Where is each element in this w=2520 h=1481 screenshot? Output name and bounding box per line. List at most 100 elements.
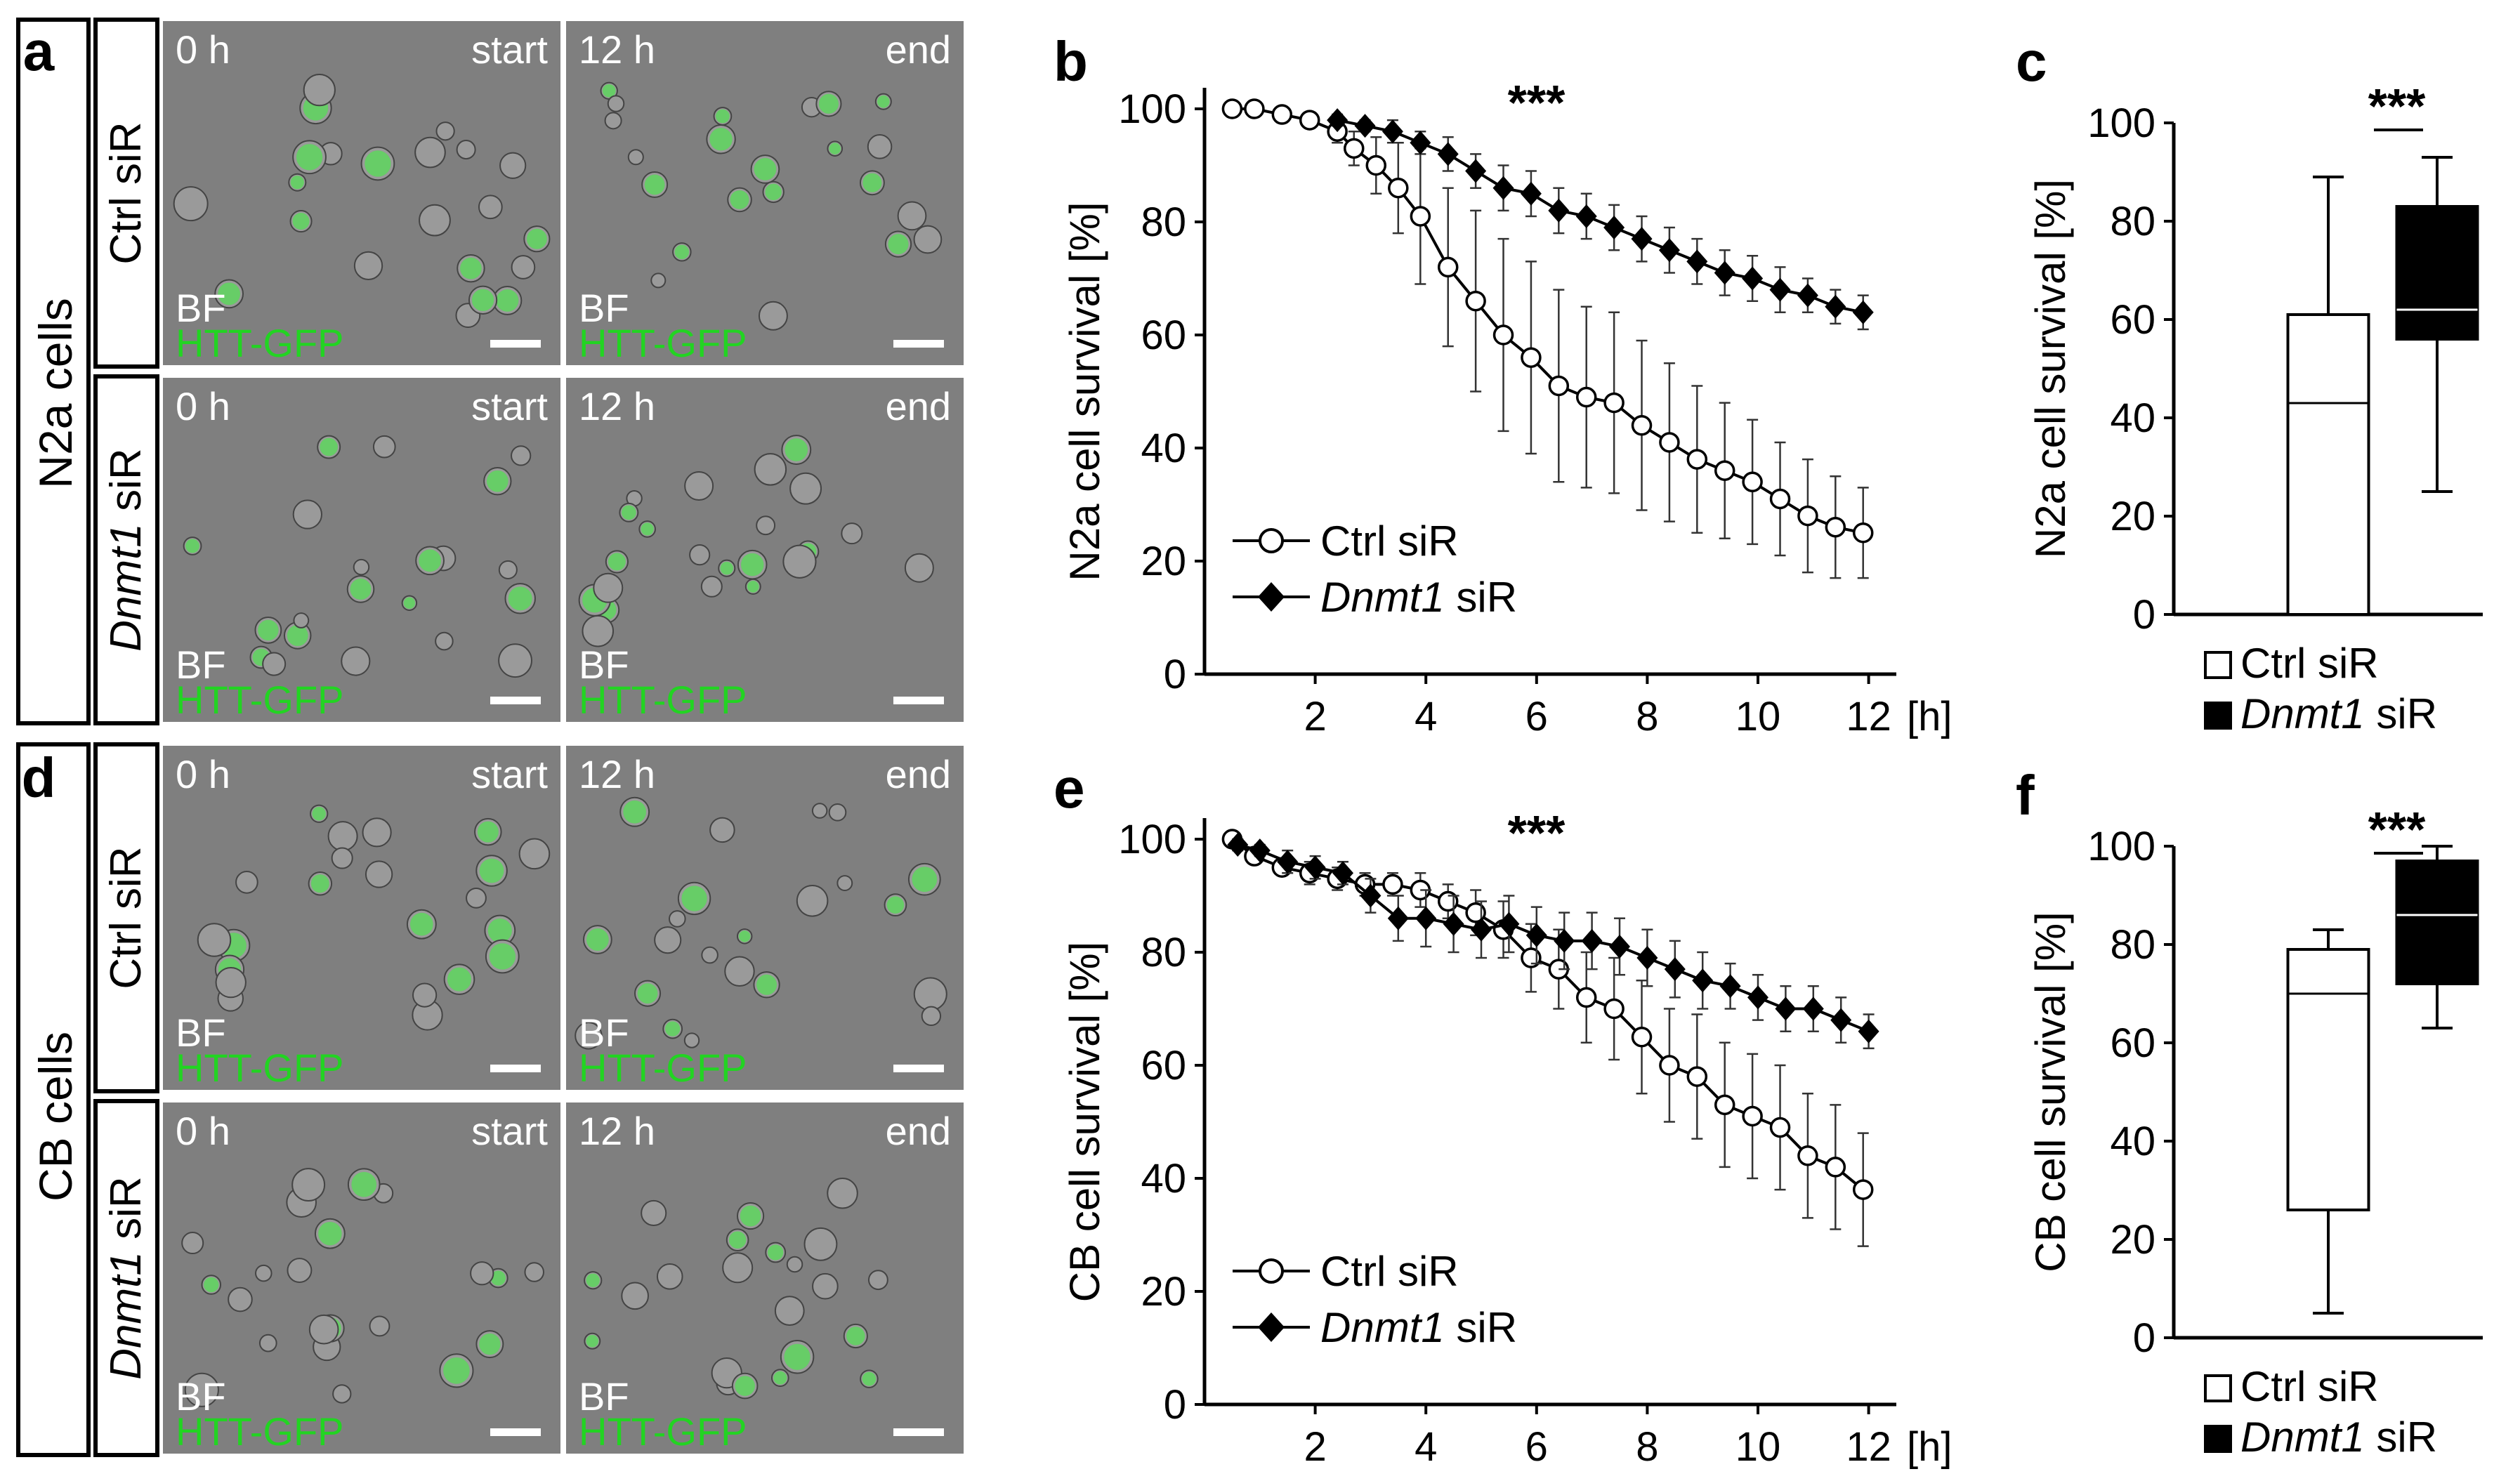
legend-marker-circle <box>1259 528 1284 553</box>
gfp-cell <box>586 928 609 951</box>
gfp-cell <box>471 289 494 312</box>
gfp-cell <box>754 158 777 180</box>
phase-label: end <box>886 27 951 72</box>
x-tick-label: 6 <box>1525 694 1548 739</box>
time-label: 12 h <box>579 752 655 796</box>
gfp-cell <box>623 800 647 824</box>
condition-label-box <box>93 374 159 725</box>
cell <box>255 1264 273 1282</box>
htt-gfp-label: HTT-GFP <box>176 321 344 365</box>
gfp-cell <box>487 918 512 943</box>
box-dnmt1 <box>2395 156 2479 493</box>
data-point-circle <box>1742 1105 1763 1127</box>
cell <box>291 1168 326 1202</box>
time-label: 0 h <box>176 1109 230 1153</box>
gfp-cell <box>318 1221 342 1246</box>
data-point-diamond <box>1802 996 1824 1021</box>
data-point-circle <box>1686 449 1708 470</box>
cell <box>654 926 682 954</box>
gfp-cell <box>784 1343 811 1370</box>
cell <box>181 1232 204 1255</box>
cell <box>235 871 258 894</box>
data-point-circle <box>1714 1094 1735 1116</box>
gfp-cell <box>739 930 751 942</box>
condition-label-box <box>93 742 159 1093</box>
data-point-diamond <box>1609 934 1630 959</box>
row-label-box <box>16 742 91 1457</box>
gfp-cell <box>350 578 372 600</box>
data-point-circle <box>1852 1179 1874 1200</box>
y-tick-label: 100 <box>1118 86 1186 132</box>
cell <box>498 643 532 678</box>
data-point-circle <box>1742 471 1763 493</box>
cell <box>365 860 393 888</box>
htt-gfp-label: HTT-GFP <box>579 1409 747 1454</box>
data-point-diamond <box>1830 1008 1852 1032</box>
y-tick-label: 20 <box>2110 494 2155 539</box>
legend-entry: Ctrl siR <box>1233 1248 1459 1295</box>
data-point-circle <box>1521 347 1542 368</box>
data-point-diamond <box>1277 850 1299 874</box>
gfp-cell <box>621 505 636 520</box>
cell <box>754 453 787 486</box>
cell <box>786 1256 803 1273</box>
data-point-diamond <box>1520 181 1542 206</box>
bf-label: BF <box>579 286 629 330</box>
time-label: 12 h <box>579 27 655 72</box>
cell <box>700 575 723 598</box>
y-tick-label: 40 <box>2110 1119 2155 1164</box>
data-point-circle <box>1521 947 1542 968</box>
cell <box>518 838 551 870</box>
y-axis-label: N2a cell survival [%] <box>2027 179 2074 558</box>
gfp-cell <box>773 1371 787 1385</box>
x-tick-label: 6 <box>1525 1424 1548 1470</box>
condition-dnmt1-bottom: Dnmt1 siR <box>102 1176 150 1379</box>
data-point-circle <box>1492 324 1514 345</box>
data-point-circle <box>1825 1157 1846 1178</box>
y-axis-label: CB cell survival [%] <box>2027 911 2074 1272</box>
data-point-diamond <box>1327 108 1348 133</box>
iqr-box <box>2286 313 2370 616</box>
gfp-cell <box>403 597 416 609</box>
cell <box>341 646 371 676</box>
gfp-cell <box>312 807 326 821</box>
phase-label: start <box>471 752 548 796</box>
phase-label: start <box>471 384 548 428</box>
iqr-box <box>2395 860 2479 985</box>
gfp-cell <box>460 257 482 279</box>
cell <box>498 560 518 580</box>
x-tick-label: 8 <box>1636 1424 1658 1470</box>
y-tick-label: 80 <box>1141 199 1186 245</box>
data-point-circle <box>1714 460 1735 481</box>
chart-e-cb-survival: 0 20 40 60 80 100 2 4 6 8 10 12 [h] CB cell survival … <box>1061 805 1953 1470</box>
x-tick-label: 12 <box>1846 1424 1891 1470</box>
row-label-cb: CB cells <box>29 1032 81 1202</box>
cell <box>419 204 451 237</box>
phase-label: start <box>471 1109 548 1153</box>
data-point-diamond <box>1714 261 1735 285</box>
x-tick-label: 12 <box>1846 694 1891 739</box>
gfp-cell <box>526 228 547 249</box>
cell <box>684 471 714 501</box>
htt-gfp-label: HTT-GFP <box>176 1409 344 1454</box>
cell <box>593 572 624 603</box>
cell <box>683 1032 700 1048</box>
y-tick-label: 20 <box>1141 1269 1186 1315</box>
data-point-diamond <box>1443 911 1464 936</box>
data-point-diamond <box>1742 266 1764 291</box>
time-label: 0 h <box>176 752 230 796</box>
gfp-cell <box>204 1277 219 1293</box>
data-point-circle <box>1631 415 1653 436</box>
data-point-diamond <box>1692 968 1714 993</box>
cell <box>904 553 934 583</box>
data-point-diamond <box>1719 974 1741 999</box>
data-point-diamond <box>1825 294 1846 319</box>
legend-label: Dnmt1 siR <box>2240 1414 2437 1461</box>
data-point-circle <box>1437 890 1459 912</box>
gfp-cell <box>728 1231 747 1249</box>
